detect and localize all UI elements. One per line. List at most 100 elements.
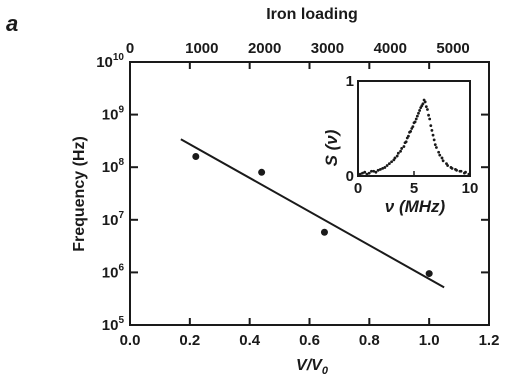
x-tick-label: 0.2 bbox=[179, 332, 200, 349]
y-tick-label: 109 bbox=[102, 105, 125, 124]
inset-axis-ticks: 0 5 10 0 1 bbox=[346, 73, 479, 197]
y-tick-base: 10 bbox=[96, 54, 113, 71]
inset-data-point bbox=[429, 124, 433, 128]
inset-data-point bbox=[427, 113, 430, 117]
inset-frame bbox=[357, 80, 471, 177]
x-tick-label: 1.0 bbox=[419, 332, 440, 349]
inset-data-point bbox=[437, 150, 441, 154]
y-tick-exponent: 5 bbox=[118, 315, 124, 326]
inset-data-point bbox=[363, 170, 367, 174]
top-tick-label: 2000 bbox=[248, 40, 281, 57]
inset-data-point bbox=[392, 158, 396, 162]
inset-data-point bbox=[379, 167, 382, 171]
inset-data-point bbox=[365, 172, 369, 176]
inset-data-point bbox=[430, 129, 434, 132]
inset-data-point bbox=[426, 108, 429, 111]
inset-data-point bbox=[402, 145, 406, 148]
inset-y-tick-label: 0 bbox=[346, 168, 354, 185]
y-axis-title: Frequency (Hz) bbox=[71, 136, 88, 252]
main-data-points bbox=[192, 152, 433, 278]
x-tick-label: 0.4 bbox=[239, 332, 261, 349]
y-tick-exponent: 7 bbox=[118, 210, 124, 221]
inset-data-point bbox=[374, 170, 378, 174]
inset-y-title: S (ν) bbox=[322, 129, 341, 166]
inset-data-point bbox=[417, 111, 420, 115]
inset-data-point bbox=[449, 166, 453, 169]
x-axis-title-subscript: 0 bbox=[322, 365, 329, 376]
inset-data-point bbox=[390, 160, 393, 164]
top-tick-label: 5000 bbox=[436, 40, 469, 57]
inset-data-point bbox=[387, 162, 391, 166]
fit-line bbox=[180, 138, 445, 289]
inset-data-point bbox=[372, 169, 376, 173]
inset-data-point bbox=[467, 172, 471, 176]
x-axis-title-main: V/V bbox=[296, 357, 323, 374]
x-axis-title: V/V0 bbox=[296, 357, 329, 376]
data-point bbox=[320, 228, 328, 236]
x-tick-label: 0.8 bbox=[359, 332, 380, 349]
y-tick-label: 107 bbox=[102, 210, 125, 229]
inset-data-point bbox=[411, 125, 415, 128]
top-tick-label: 3000 bbox=[311, 40, 344, 57]
inset-data-point bbox=[438, 153, 442, 157]
x-tick-label: 0.6 bbox=[299, 332, 320, 349]
inset-y-tick-label: 1 bbox=[346, 73, 354, 90]
inset-data-point bbox=[415, 114, 419, 118]
top-axis-title: Iron loading bbox=[266, 6, 358, 23]
inset-data-point bbox=[431, 133, 435, 137]
data-point bbox=[425, 270, 433, 278]
inset-data-point bbox=[400, 147, 404, 150]
inset-data-point bbox=[370, 169, 373, 173]
data-point bbox=[258, 168, 266, 176]
y-tick-exponent: 10 bbox=[113, 52, 125, 63]
inset-data-point bbox=[445, 162, 448, 166]
panel-label: a bbox=[6, 11, 18, 36]
y-tick-exponent: 9 bbox=[118, 105, 124, 116]
inset-x-tick-label: 10 bbox=[462, 180, 479, 197]
y-tick-base: 10 bbox=[102, 212, 119, 229]
y-tick-exponent: 6 bbox=[118, 262, 124, 273]
x-axis-ticks: 0.0 0.2 0.4 0.6 0.8 1.0 1.2 bbox=[120, 62, 500, 349]
y-tick-label: 106 bbox=[102, 262, 125, 281]
inset-x-tick-label: 0 bbox=[354, 180, 362, 197]
inset-data-point bbox=[420, 104, 424, 108]
inset-data-point bbox=[432, 138, 436, 142]
inset-data-point bbox=[433, 143, 437, 147]
inset-data-point bbox=[376, 168, 380, 172]
inset-data-point bbox=[361, 171, 364, 175]
inset-x-title: ν (MHz) bbox=[385, 197, 446, 216]
top-axis-ticks: 0 1000 2000 3000 4000 5000 bbox=[126, 40, 470, 57]
y-tick-label: 1010 bbox=[96, 52, 124, 71]
inset-data-point bbox=[418, 109, 421, 112]
inset-data-point bbox=[435, 146, 438, 149]
inset-data-point bbox=[458, 169, 462, 173]
x-tick-label: 1.2 bbox=[479, 332, 500, 349]
top-tick-label: 4000 bbox=[374, 40, 407, 57]
inset-data-point bbox=[399, 149, 402, 153]
y-tick-label: 105 bbox=[102, 315, 125, 334]
data-point bbox=[192, 152, 200, 160]
inset-data-point bbox=[413, 120, 417, 124]
inset-data-point bbox=[440, 156, 444, 160]
inset-data-point bbox=[463, 171, 466, 175]
inset-data-points bbox=[358, 98, 471, 176]
y-tick-base: 10 bbox=[102, 317, 119, 334]
inset-data-point bbox=[414, 117, 418, 121]
inset-data-point bbox=[454, 167, 457, 171]
inset-data-point bbox=[424, 105, 428, 109]
top-tick-label: 1000 bbox=[185, 40, 218, 57]
y-tick-label: 108 bbox=[102, 157, 125, 176]
inset-data-point bbox=[385, 164, 389, 167]
inset-x-tick-label: 5 bbox=[410, 180, 418, 197]
inset-data-point bbox=[407, 134, 410, 138]
y-tick-exponent: 8 bbox=[118, 157, 124, 168]
inset-data-point bbox=[409, 129, 413, 133]
x-tick-label: 0.0 bbox=[120, 332, 141, 349]
top-tick-label: 0 bbox=[126, 40, 134, 57]
inset-data-point bbox=[381, 167, 385, 170]
y-tick-base: 10 bbox=[102, 264, 119, 281]
inset-data-point bbox=[358, 172, 362, 176]
inset-data-point bbox=[395, 154, 399, 158]
